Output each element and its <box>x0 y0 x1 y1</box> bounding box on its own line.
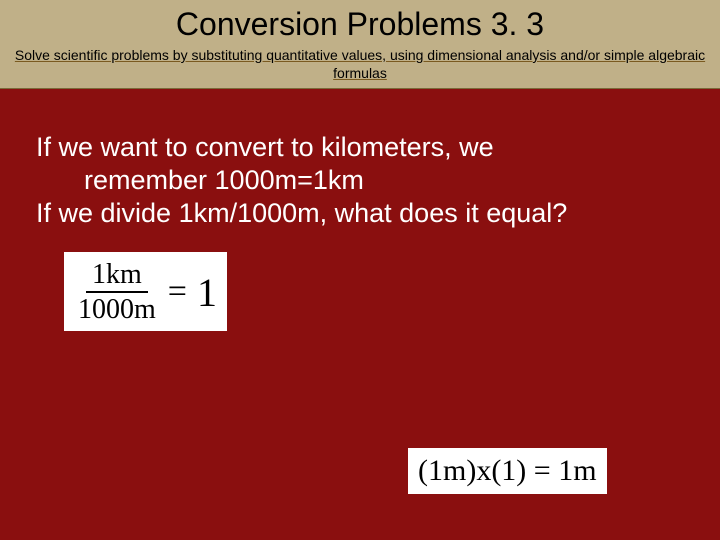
fraction-numerator: 1km <box>86 260 148 293</box>
body-line-1-cont: remember 1000m=1km <box>36 164 684 197</box>
slide-subtitle: Solve scientific problems by substitutin… <box>0 47 720 86</box>
slide-body: If we want to convert to kilometers, we … <box>0 89 720 331</box>
equation-1-row: 1km 1000m = 1 <box>76 260 217 325</box>
slide-title: Conversion Problems 3. 3 <box>0 4 720 47</box>
header-box: Conversion Problems 3. 3 Solve scientifi… <box>0 0 720 89</box>
slide: Conversion Problems 3. 3 Solve scientifi… <box>0 0 720 540</box>
equation-1: 1km 1000m = 1 <box>64 252 227 331</box>
body-line-2: If we divide 1km/1000m, what does it equ… <box>36 197 684 230</box>
fraction-denominator: 1000m <box>76 293 158 324</box>
equation-rhs: 1 <box>197 269 217 316</box>
body-line-1: If we want to convert to kilometers, we <box>36 131 684 164</box>
equation-2: (1m)x(1) = 1m <box>408 448 607 494</box>
equals-sign: = <box>168 273 187 311</box>
fraction: 1km 1000m <box>76 260 158 325</box>
